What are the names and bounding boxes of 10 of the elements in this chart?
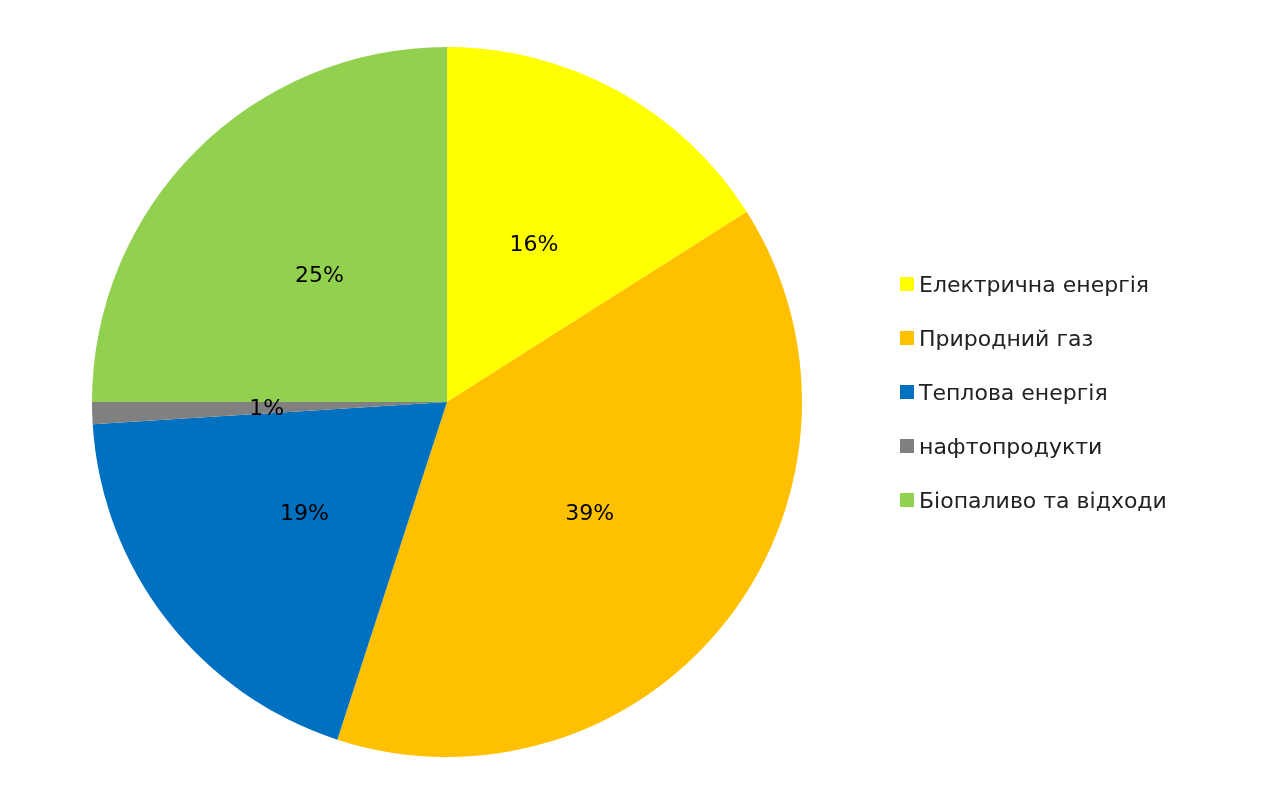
data-label: 39% [565, 500, 615, 526]
data-label: 16% [509, 231, 559, 257]
legend-label: Природний газ [919, 325, 1094, 351]
data-label: 1% [249, 395, 285, 421]
legend-label: Теплова енергія [918, 379, 1108, 405]
legend-label: Електрична енергія [919, 271, 1150, 297]
legend-label: нафтопродукти [919, 433, 1103, 459]
legend-label: Біопаливо та відходи [919, 487, 1167, 513]
data-label: 19% [279, 500, 329, 526]
data-label: 25% [294, 261, 344, 287]
